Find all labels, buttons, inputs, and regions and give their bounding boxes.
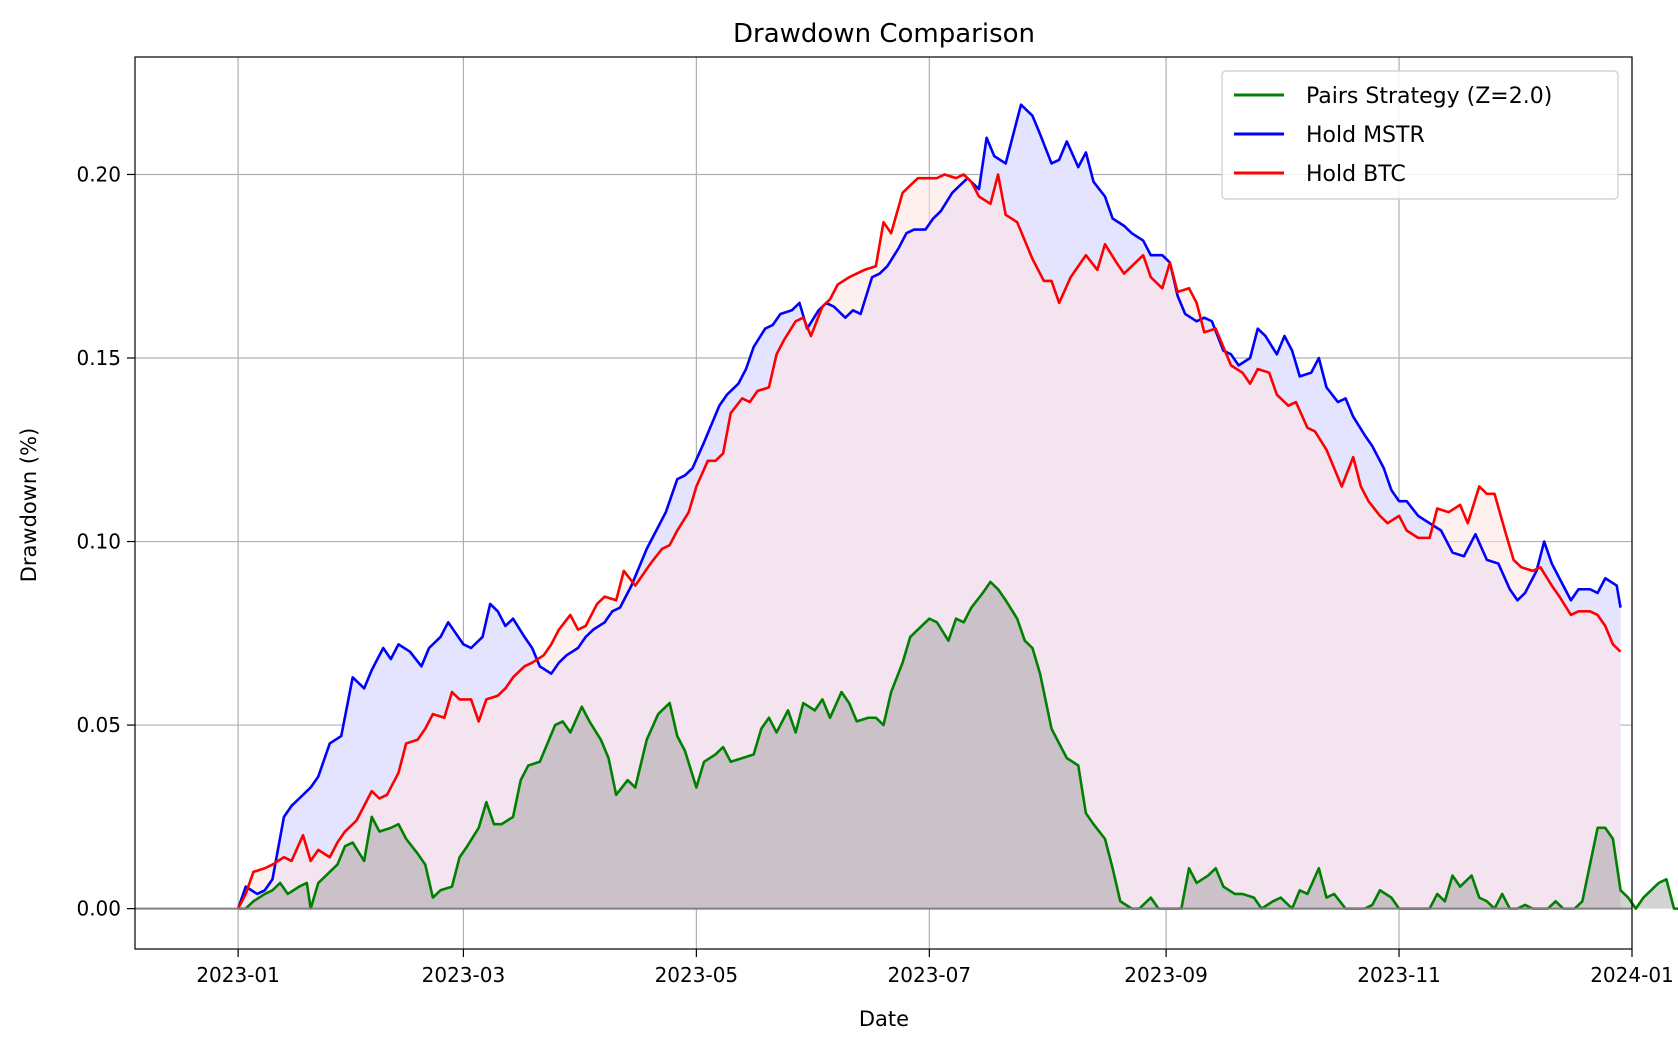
y-tick-label: 0.10 [76,530,121,554]
y-tick-label: 0.00 [76,897,121,921]
x-tick-label: 2023-05 [655,963,739,987]
x-tick-label: 2023-09 [1124,963,1208,987]
x-tick-label: 2023-11 [1357,963,1441,987]
series-line-1 [236,103,1622,910]
series-fill-0 [238,581,1678,909]
legend: Pairs Strategy (Z=2.0) Hold MSTR Hold BTC [1221,70,1619,200]
x-axis-title: Date [859,1007,909,1031]
x-tick-label: 2023-07 [888,963,972,987]
series-fill-2 [238,174,1621,909]
chart-title: Drawdown Comparison [733,19,1035,49]
legend-label: Pairs Strategy (Z=2.0) [1306,84,1552,109]
y-tick-label: 0.05 [76,713,121,737]
axis-ticks: 2023-01 2023-03 2023-05 2023-07 2023-09 2023-… [76,162,1673,987]
legend-label: Hold BTC [1306,162,1406,187]
legend-label: Hold MSTR [1306,123,1425,148]
x-tick-label: 2023-01 [196,963,280,987]
series-line-0 [238,580,1678,910]
x-tick-label: 2024-01 [1590,963,1674,987]
series-line-2 [236,173,1622,910]
legend-box [1221,70,1619,200]
series-lines [236,103,1678,910]
plot-frame [134,56,1633,950]
y-axis-title: Drawdown (%) [17,428,41,583]
x-tick-label: 2023-03 [422,963,506,987]
y-tick-label: 0.20 [76,162,121,186]
y-tick-label: 0.15 [76,346,121,370]
